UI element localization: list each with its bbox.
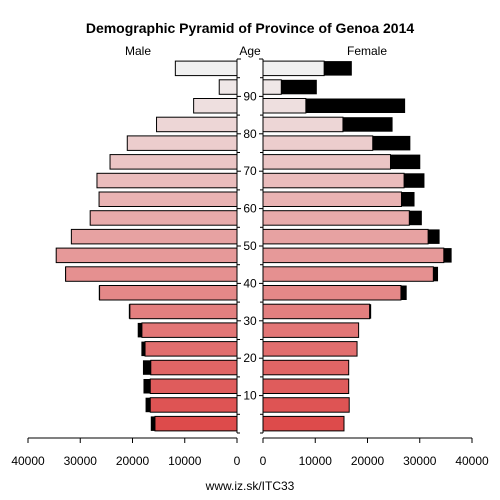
male-bar-domestic [193,98,238,114]
male-bar-domestic [156,116,238,133]
male-bar-domestic [144,341,238,357]
x-tick-label: 20000 [116,454,150,468]
female-bar-domestic [262,116,344,133]
male-bar-domestic [98,191,238,207]
age-tick-label: 40 [243,276,257,290]
age-tick-label: 60 [243,202,257,216]
female-bar-domestic [262,191,402,207]
x-tick-label: 0 [234,454,241,468]
x-tick-label: 0 [260,454,267,468]
male-bar-foreign [143,379,151,394]
x-tick-label: 20000 [351,454,385,468]
male-bar-domestic [55,247,238,264]
female-bar-foreign [324,61,352,76]
male-bar-foreign [128,304,130,319]
male-bar-domestic [174,60,238,77]
age-tick-label: 30 [243,314,257,328]
male-bar-foreign [141,341,146,357]
female-bar-domestic [262,397,350,413]
x-tick-label: 30000 [64,454,98,468]
age-tick-label: 70 [243,164,257,178]
x-tick-labels: 40000 30000 20000 10000 0 0 10000 20000 30000 400… [11,454,489,468]
female-bar-foreign [443,248,452,263]
axes [27,58,473,443]
female-bar-foreign [400,285,407,300]
male-bar-domestic [109,154,238,170]
female-bar-foreign [390,154,421,170]
age-tick-labels: 10 20 30 40 50 60 70 80 90 [243,89,257,402]
x-tick-label: 40000 [455,454,489,468]
female-bar-foreign [372,135,411,151]
female-bar-domestic [262,359,350,376]
female-bar-domestic [262,228,429,245]
male-bar-domestic [96,172,238,189]
female-bar-domestic [262,98,307,114]
male-bar-domestic [89,210,238,226]
male-bar-domestic [99,285,238,301]
male-bar-domestic [141,322,238,338]
female-bar-domestic [262,322,360,338]
male-bar-domestic [149,397,238,413]
age-tick-label: 80 [243,127,257,141]
female-bar-domestic [262,172,405,189]
male-bar-domestic [129,303,238,320]
age-tick-label: 90 [243,89,257,103]
female-bar-foreign [305,98,406,113]
male-bar-foreign [65,266,66,282]
female-bar-foreign [404,173,425,188]
male-bar-domestic [70,228,238,245]
female-bar-foreign [401,192,415,207]
age-tick-label: 20 [243,351,257,365]
female-bar-domestic [262,79,282,95]
x-tick-label: 10000 [299,454,333,468]
x-tick-label: 40000 [11,454,45,468]
female-bar-foreign [409,210,422,226]
female-bar-domestic [262,135,374,151]
male-bars [55,60,238,432]
male-bar-domestic [150,359,238,376]
footer-url: www.iz.sk/ITC33 [205,479,295,493]
female-bar-domestic [262,378,350,394]
male-bar-domestic [154,415,238,432]
female-bar-domestic [262,303,371,320]
chart-title: Demographic Pyramid of Province of Genoa… [86,20,415,36]
male-bar-foreign [150,416,155,431]
male-bar-domestic [126,135,238,151]
x-tick-label: 10000 [168,454,202,468]
female-bar-foreign [433,266,439,282]
male-bar-domestic [149,378,238,394]
female-bar-foreign [281,79,317,95]
male-bar-foreign [145,397,151,413]
male-bar-domestic [218,79,238,95]
female-bar-domestic [262,60,325,77]
female-bar-foreign [342,117,393,132]
female-bar-foreign [369,304,372,319]
female-bar-domestic [262,415,345,432]
female-bar-domestic [262,154,391,170]
female-bar-domestic [262,247,445,264]
female-bar-domestic [262,341,358,357]
age-tick-label: 10 [243,389,257,403]
female-bar-domestic [262,285,402,301]
male-bar-domestic [65,266,238,282]
female-bar-domestic [262,210,410,226]
male-label: Male [125,44,151,58]
male-bar-foreign [142,360,151,375]
age-tick-label: 50 [243,239,257,253]
male-bar-foreign [98,285,100,300]
female-bar-domestic [262,266,434,282]
female-bars [262,60,452,432]
female-label: Female [347,44,387,58]
x-tick-label: 30000 [403,454,437,468]
male-bar-foreign [137,322,142,338]
age-label: Age [239,44,261,58]
female-bar-foreign [428,229,440,244]
